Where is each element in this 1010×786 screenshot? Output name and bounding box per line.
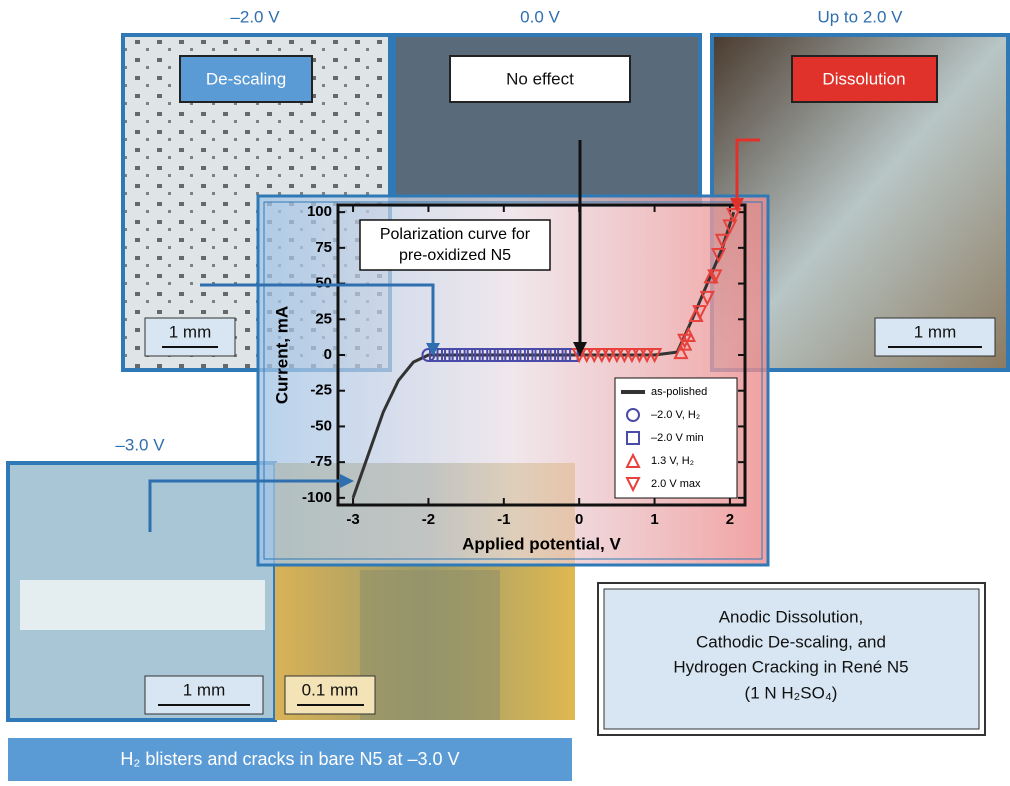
legend-label: as-polished (651, 386, 707, 398)
potential-label: Up to 2.0 V (817, 7, 903, 26)
annotation: Polarization curve for (380, 226, 531, 243)
caption-line: Hydrogen Cracking in René N5 (673, 657, 908, 676)
y-tick-label: 25 (315, 310, 332, 327)
x-tick-label: -3 (346, 511, 359, 528)
effect-boxes: De-scaling No effect Dissolution (180, 56, 937, 102)
annotation: pre-oxidized N5 (399, 247, 511, 264)
y-tick-label: 75 (315, 239, 332, 256)
effect-label: No effect (506, 69, 574, 88)
scale-label: 1 mm (914, 322, 957, 341)
legend-label: 2.0 V max (651, 478, 701, 490)
potential-label: –2.0 V (230, 7, 280, 26)
caption-line: Anodic Dissolution, (719, 607, 864, 626)
y-tick-label: -50 (310, 417, 332, 434)
legend-label: –2.0 V min (651, 432, 704, 444)
potential-label: –3.0 V (115, 435, 165, 454)
y-tick-label: -25 (310, 382, 332, 399)
figure: –2.0 V 0.0 V Up to 2.0 V –3.0 V De-scali… (0, 0, 1010, 781)
potential-label: 0.0 V (520, 7, 560, 26)
y-tick-label: 100 (307, 203, 332, 220)
effect-label: De-scaling (206, 69, 286, 88)
y-tick-label: 0 (324, 346, 332, 363)
banner: H₂ blisters and cracks in bare N5 at –3.… (120, 749, 459, 769)
x-tick-label: -1 (497, 511, 510, 528)
scale-label: 1 mm (183, 680, 226, 699)
y-tick-label: -75 (310, 453, 332, 470)
y-axis-label: Current, mA (272, 306, 291, 404)
caption-line: (1 N H₂SO₄) (745, 683, 838, 702)
effect-label: Dissolution (822, 69, 905, 88)
scale-label: 0.1 mm (302, 680, 359, 699)
caption-line: Cathodic De-scaling, and (696, 632, 886, 651)
x-tick-label: 1 (650, 511, 658, 528)
x-axis-label: Applied potential, V (462, 534, 621, 553)
legend-label: –2.0 V, H₂ (651, 409, 700, 421)
x-tick-label: 2 (726, 511, 734, 528)
y-tick-label: -100 (302, 489, 332, 506)
page: {"panels":[ {"potential":"–2.0 V","label… (0, 0, 1010, 781)
y-tick-label: 50 (315, 275, 332, 292)
x-tick-label: -2 (422, 511, 435, 528)
scale-label: 1 mm (169, 322, 212, 341)
texture (360, 570, 500, 720)
texture (20, 580, 265, 630)
x-tick-label: 0 (575, 511, 583, 528)
legend-label: 1.3 V, H₂ (651, 455, 694, 467)
